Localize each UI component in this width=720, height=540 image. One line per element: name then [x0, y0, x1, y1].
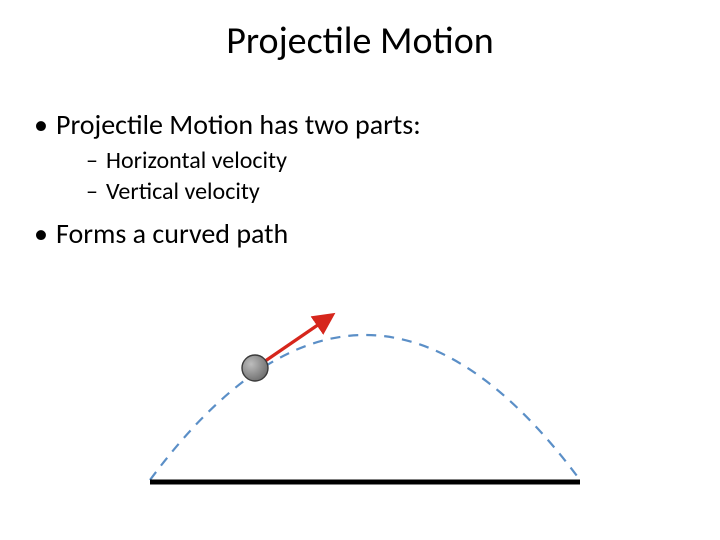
projectile-diagram: [130, 300, 600, 500]
trajectory-path: [150, 335, 580, 480]
slide: Projectile Motion Projectile Motion has …: [0, 0, 720, 540]
slide-title: Projectile Motion: [0, 18, 720, 64]
bullet-text: Projectile Motion has two parts:: [56, 107, 421, 142]
slide-body: Projectile Motion has two parts: Horizon…: [28, 108, 692, 256]
sub-bullet-item: Vertical velocity: [84, 178, 692, 207]
bullet-text: Forms a curved path: [56, 216, 288, 251]
sub-bullet-text: Horizontal velocity: [106, 146, 287, 175]
bullet-list: Projectile Motion has two parts: Horizon…: [28, 108, 692, 250]
projectile-ball-icon: [242, 355, 268, 381]
bullet-item: Projectile Motion has two parts: Horizon…: [28, 108, 692, 207]
sub-bullet-text: Vertical velocity: [106, 177, 260, 206]
sub-bullet-item: Horizontal velocity: [84, 147, 692, 176]
bullet-item: Forms a curved path: [28, 217, 692, 250]
sub-bullet-list: Horizontal velocity Vertical velocity: [56, 147, 692, 207]
